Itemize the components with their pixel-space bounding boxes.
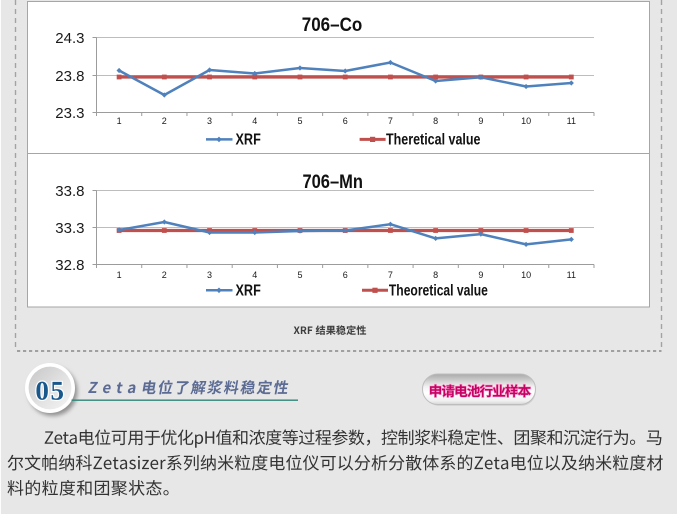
svg-text:3: 3 (207, 270, 212, 280)
svg-text:2: 2 (162, 116, 167, 126)
svg-text:9: 9 (478, 270, 483, 280)
svg-text:2: 2 (162, 270, 167, 280)
svg-text:10: 10 (521, 116, 531, 126)
svg-text:7: 7 (388, 116, 393, 126)
svg-text:33.8: 33.8 (55, 183, 84, 200)
svg-text:10: 10 (521, 270, 531, 280)
svg-text:11: 11 (567, 116, 576, 126)
svg-text:706–Mn: 706–Mn (302, 171, 363, 193)
svg-text:XRF: XRF (236, 132, 261, 149)
svg-text:1: 1 (117, 116, 122, 126)
svg-text:7: 7 (388, 270, 393, 280)
svg-text:8: 8 (433, 270, 438, 280)
svg-text:33.3: 33.3 (55, 220, 84, 237)
svg-text:Theretical value: Theretical value (386, 132, 481, 149)
svg-text:4: 4 (252, 116, 257, 126)
svg-text:Theoretical value: Theoretical value (389, 283, 488, 300)
svg-text:XRF: XRF (236, 283, 261, 300)
svg-text:4: 4 (252, 270, 257, 280)
svg-text:32.8: 32.8 (55, 257, 84, 274)
svg-text:11: 11 (567, 270, 576, 280)
svg-text:24.3: 24.3 (55, 30, 84, 47)
svg-text:1: 1 (117, 270, 122, 280)
svg-text:6: 6 (343, 270, 348, 280)
svg-text:23.8: 23.8 (55, 68, 84, 85)
svg-text:3: 3 (207, 116, 212, 126)
svg-text:5: 5 (297, 116, 302, 126)
svg-text:5: 5 (297, 270, 302, 280)
svg-text:8: 8 (433, 116, 438, 126)
svg-text:23.3: 23.3 (55, 105, 84, 122)
svg-text:9: 9 (478, 116, 483, 126)
svg-text:706–Co: 706–Co (302, 14, 363, 36)
svg-text:6: 6 (343, 116, 348, 126)
